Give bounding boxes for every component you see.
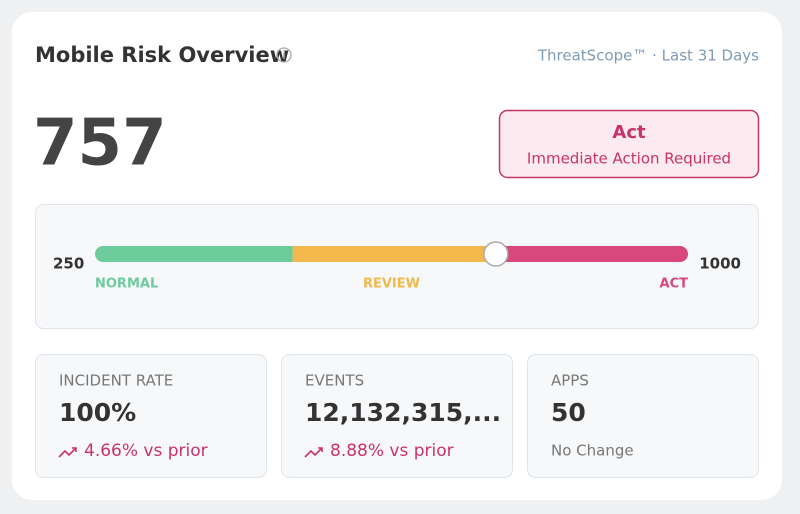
- status-badge: [498, 109, 760, 179]
- source: ThreatScope™ · Last 31 Days: [537, 47, 759, 65]
- stat-label: INCIDENT RATE: [59, 372, 173, 390]
- zone-label: REVIEW: [363, 277, 420, 292]
- trend-icon: [304, 447, 323, 458]
- gauge-zone: [490, 246, 688, 262]
- stat-label: APPS: [551, 372, 589, 390]
- status: Act: [612, 122, 646, 143]
- gauge-max: 1000: [699, 255, 741, 273]
- stat-change: 4.66% vs prior: [84, 441, 208, 461]
- stat-change: No Change: [551, 442, 634, 460]
- trend-arrowhead: [72, 447, 77, 452]
- zone-label: ACT: [660, 277, 689, 292]
- stat-card: [527, 354, 759, 478]
- status-detail: Immediate Action Required: [527, 150, 731, 168]
- gauge-overlay: NORMAL REVIEW ACT: [95, 241, 689, 292]
- info-icon[interactable]: [276, 47, 292, 63]
- trend-icon: [58, 447, 77, 458]
- stat-card: [35, 354, 267, 478]
- score-marker: [483, 241, 509, 267]
- stat-value: 100%: [59, 398, 136, 427]
- gauge-bar: [95, 246, 688, 262]
- gauge-zone: [292, 246, 491, 262]
- stat-card: [281, 354, 513, 478]
- stat-change: 8.88% vs prior: [330, 441, 454, 461]
- gauge-panel: [35, 204, 759, 329]
- zone-label: NORMAL: [95, 277, 158, 292]
- gauge-zone: [95, 246, 293, 262]
- gauge-min: 250: [53, 255, 84, 273]
- stat-label: EVENTS: [305, 372, 364, 390]
- stat-value: 50: [551, 398, 586, 427]
- stat-value: 12,132,315,...: [305, 398, 501, 427]
- score: 757: [33, 107, 167, 181]
- title: Mobile Risk Overview: [35, 43, 289, 67]
- trend-arrowhead: [318, 447, 323, 452]
